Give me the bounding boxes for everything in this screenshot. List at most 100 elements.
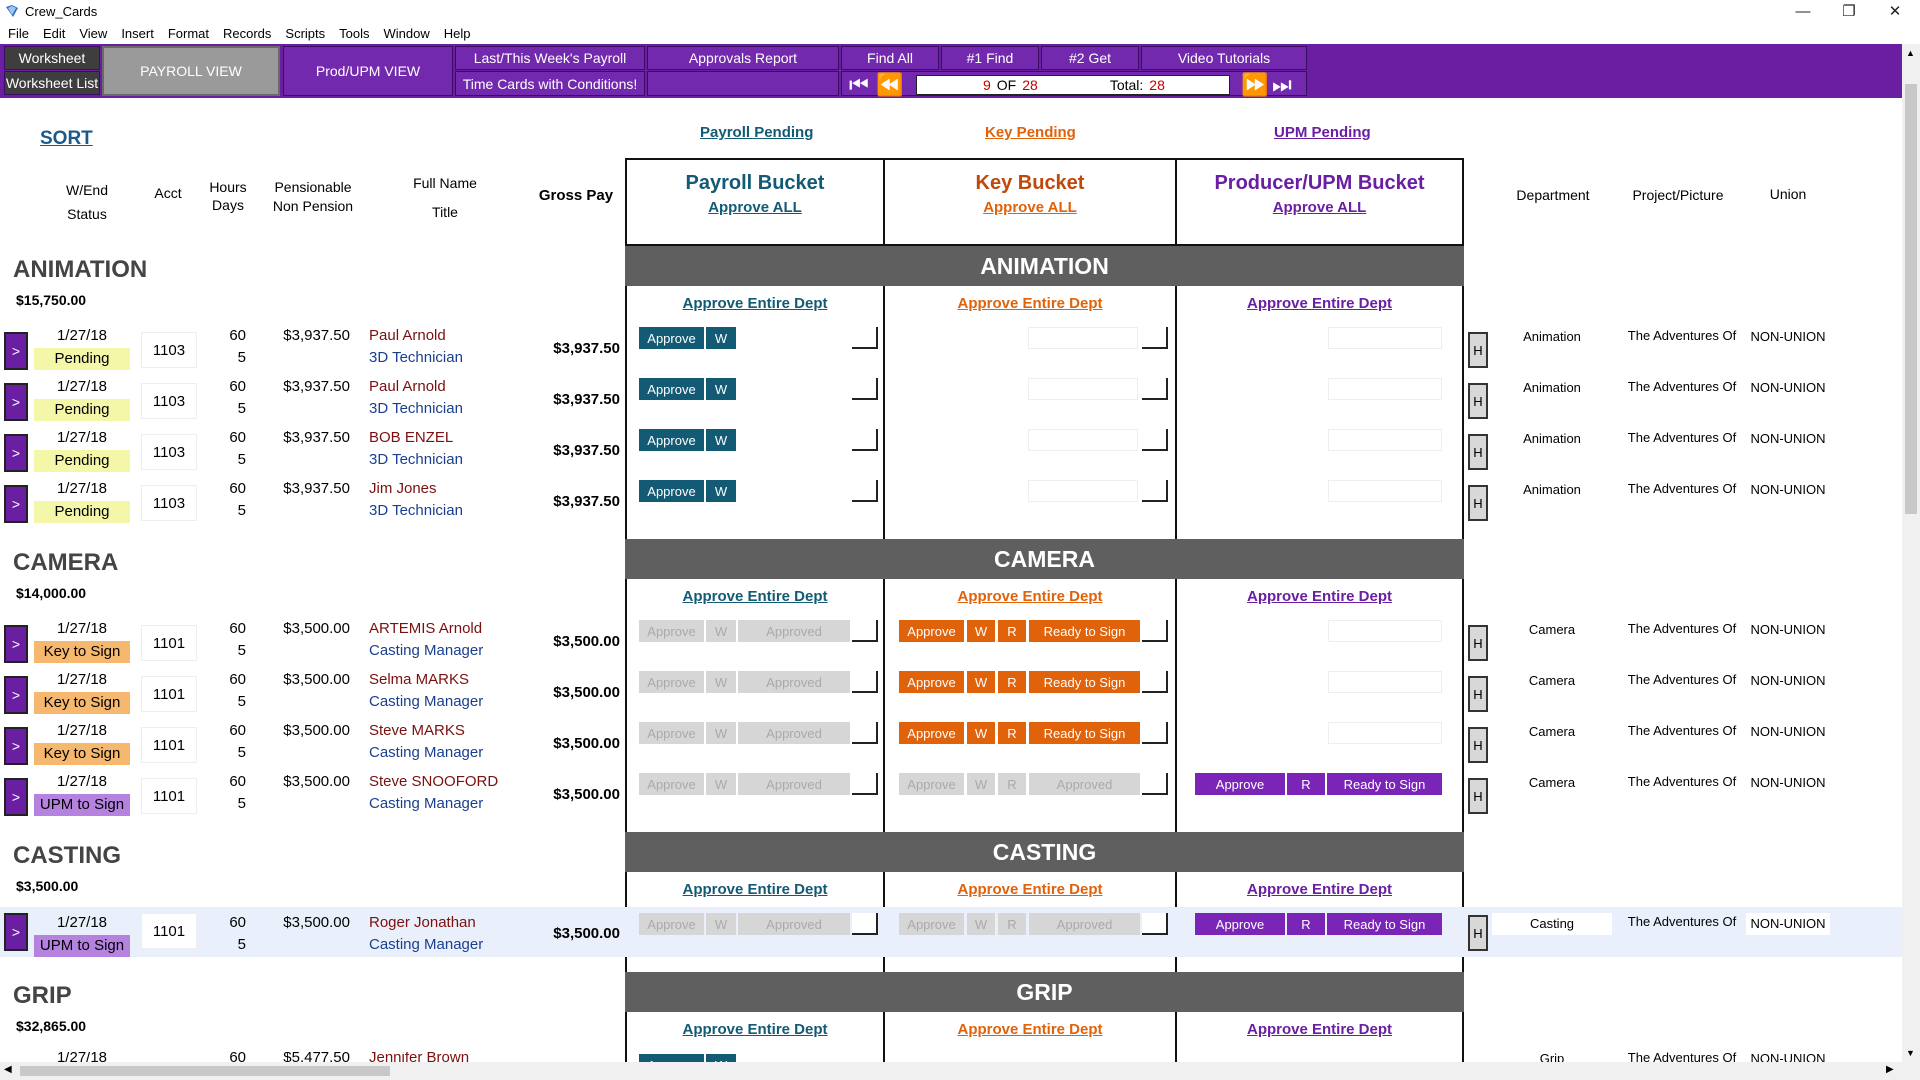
payroll-checkbox[interactable] [852, 429, 878, 451]
h-button[interactable]: H [1468, 727, 1488, 763]
payroll-approve-button[interactable]: Approve [639, 378, 704, 400]
menu-tools[interactable]: Tools [339, 25, 370, 41]
payroll-checkbox[interactable] [852, 913, 878, 935]
worksheet-button[interactable]: Worksheet [4, 46, 100, 70]
approvals-report-button[interactable]: Approvals Report [647, 46, 839, 70]
menu-file[interactable]: File [8, 25, 29, 41]
key-approve-dept-casting[interactable]: Approve Entire Dept [957, 881, 1103, 898]
find1-button[interactable]: #1 Find [941, 46, 1039, 70]
worksheet-list-button[interactable]: Worksheet List [4, 71, 100, 95]
next-record-icon[interactable]: ⏩ [1241, 72, 1269, 97]
time-cards-conditions-button[interactable]: Time Cards with Conditions! [455, 71, 645, 96]
close-button[interactable]: ✕ [1888, 3, 1902, 20]
key-approve-dept-camera[interactable]: Approve Entire Dept [957, 588, 1103, 605]
payroll-approve-dept-camera[interactable]: Approve Entire Dept [682, 588, 828, 605]
payroll-checkbox[interactable] [852, 671, 878, 693]
scroll-right-icon[interactable]: ▶ [1886, 1064, 1894, 1075]
payroll-w-button[interactable]: W [706, 429, 736, 451]
last-this-week-payroll-button[interactable]: Last/This Week's Payroll [455, 46, 645, 70]
menu-format[interactable]: Format [167, 25, 209, 41]
sort-link[interactable]: SORT [40, 128, 93, 149]
first-record-icon[interactable]: ⏮ [849, 72, 869, 97]
menu-records[interactable]: Records [223, 25, 272, 41]
payroll-checkbox[interactable] [852, 327, 878, 349]
key-w-button[interactable]: W [967, 671, 995, 693]
go-button[interactable]: > [4, 434, 28, 472]
key-r-button[interactable]: R [998, 620, 1026, 642]
key-checkbox[interactable] [1142, 671, 1168, 693]
scroll-left-icon[interactable]: ◀ [4, 1064, 12, 1075]
h-button[interactable]: H [1468, 383, 1488, 419]
key-checkbox[interactable] [1142, 429, 1168, 451]
upm-approve-button[interactable]: Approve [1195, 913, 1285, 935]
h-button[interactable]: H [1468, 485, 1488, 521]
get2-button[interactable]: #2 Get [1041, 46, 1139, 70]
go-button[interactable]: > [4, 676, 28, 714]
payroll-checkbox[interactable] [852, 480, 878, 502]
go-button[interactable]: > [4, 485, 28, 523]
h-button[interactable]: H [1468, 434, 1488, 470]
key-approve-dept-grip[interactable]: Approve Entire Dept [957, 1021, 1103, 1038]
key-approve-button[interactable]: Approve [899, 620, 964, 642]
horizontal-scroll-thumb[interactable] [20, 1066, 390, 1076]
payroll-approve-dept-animation[interactable]: Approve Entire Dept [682, 295, 828, 312]
restore-button[interactable]: ❐ [1842, 3, 1856, 20]
key-r-button[interactable]: R [998, 722, 1026, 744]
payroll-approve-dept-grip[interactable]: Approve Entire Dept [682, 1021, 828, 1038]
upm-r-button[interactable]: R [1287, 773, 1325, 795]
key-approve-button[interactable]: Approve [899, 722, 964, 744]
upm-approve-dept-camera[interactable]: Approve Entire Dept [1246, 588, 1393, 605]
menu-window[interactable]: Window [383, 25, 430, 41]
menu-help[interactable]: Help [443, 25, 471, 41]
minimize-button[interactable]: — [1795, 2, 1811, 20]
payroll-w-button[interactable]: W [706, 378, 736, 400]
video-tutorials-button[interactable]: Video Tutorials [1141, 46, 1307, 70]
upm-approve-dept-animation[interactable]: Approve Entire Dept [1246, 295, 1393, 312]
payroll-approve-dept-casting[interactable]: Approve Entire Dept [682, 881, 828, 898]
payroll-approve-button[interactable]: Approve [639, 429, 704, 451]
key-r-button[interactable]: R [998, 671, 1026, 693]
upm-approve-dept-grip[interactable]: Approve Entire Dept [1246, 1021, 1393, 1038]
go-button[interactable]: > [4, 625, 28, 663]
payroll-w-button[interactable]: W [706, 480, 736, 502]
payroll-view-button[interactable]: PAYROLL VIEW [102, 46, 280, 96]
key-checkbox[interactable] [1142, 620, 1168, 642]
key-checkbox[interactable] [1142, 773, 1168, 795]
key-approve-dept-animation[interactable]: Approve Entire Dept [957, 295, 1103, 312]
upm-r-button[interactable]: R [1287, 913, 1325, 935]
payroll-approve-all-link[interactable]: Approve ALL [708, 199, 802, 216]
key-w-button[interactable]: W [967, 722, 995, 744]
upm-approve-dept-casting[interactable]: Approve Entire Dept [1246, 881, 1393, 898]
key-checkbox[interactable] [1142, 722, 1168, 744]
h-button[interactable]: H [1468, 778, 1488, 814]
payroll-w-button[interactable]: W [706, 327, 736, 349]
payroll-checkbox[interactable] [852, 620, 878, 642]
h-button[interactable]: H [1468, 625, 1488, 661]
last-record-icon[interactable]: ⏭ [1272, 72, 1292, 97]
upm-approve-button[interactable]: Approve [1195, 773, 1285, 795]
h-button[interactable]: H [1468, 676, 1488, 712]
key-approve-button[interactable]: Approve [899, 671, 964, 693]
key-checkbox[interactable] [1142, 480, 1168, 502]
payroll-w-button[interactable]: W [706, 1054, 736, 1062]
h-button[interactable]: H [1468, 915, 1488, 951]
previous-record-icon[interactable]: ⏪ [876, 72, 904, 97]
vertical-scrollbar[interactable]: ▲ ▼ [1902, 44, 1920, 1080]
upm-approve-all-link[interactable]: Approve ALL [1272, 199, 1367, 216]
horizontal-scrollbar[interactable]: ◀ ▶ [0, 1062, 1902, 1080]
go-button[interactable]: > [4, 778, 28, 816]
payroll-approve-button[interactable]: Approve [639, 327, 704, 349]
scroll-down-icon[interactable]: ▼ [1906, 1048, 1915, 1058]
prod-upm-view-button[interactable]: Prod/UPM VIEW [283, 46, 453, 96]
go-button[interactable]: > [4, 913, 28, 951]
menu-scripts[interactable]: Scripts [285, 25, 326, 41]
find-all-button[interactable]: Find All [841, 46, 939, 70]
go-button[interactable]: > [4, 332, 28, 370]
scroll-up-icon[interactable]: ▲ [1906, 48, 1915, 58]
menu-edit[interactable]: Edit [42, 25, 66, 41]
upm-pending-link[interactable]: UPM Pending [1274, 124, 1371, 141]
key-checkbox[interactable] [1142, 913, 1168, 935]
payroll-checkbox[interactable] [852, 722, 878, 744]
vertical-scroll-thumb[interactable] [1905, 84, 1917, 514]
payroll-approve-button[interactable]: Approve [639, 1054, 704, 1062]
